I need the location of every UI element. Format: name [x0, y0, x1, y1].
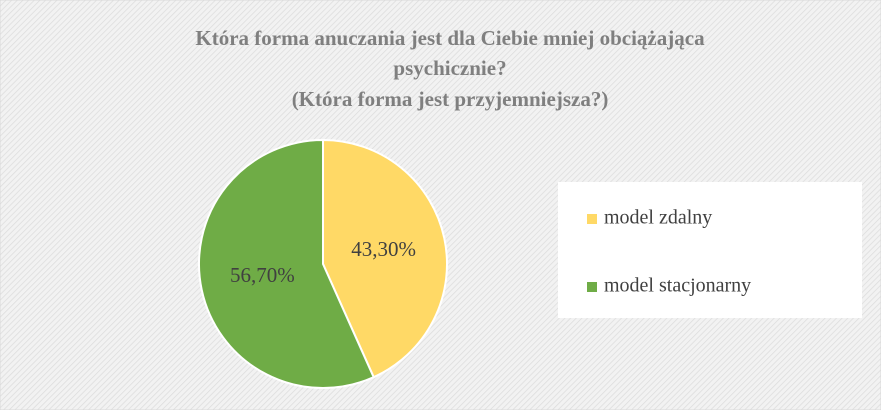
pie-slice	[322, 138, 448, 379]
chart-title: (Która forma jest przyjemniejsza?)	[292, 87, 609, 111]
legend-label: model zdalny	[604, 207, 712, 229]
data-label: 43,30%	[351, 237, 416, 261]
pie-slice	[198, 138, 375, 389]
chart-title: psychicznie?	[393, 56, 506, 80]
legend-box	[558, 182, 862, 318]
legend-swatch	[587, 282, 597, 292]
legend-label: model stacjonarny	[604, 275, 751, 297]
chart-title: Która forma anuczania jest dla Ciebie mn…	[195, 26, 705, 50]
legend-swatch	[587, 214, 597, 224]
data-label: 56,70%	[230, 263, 295, 287]
